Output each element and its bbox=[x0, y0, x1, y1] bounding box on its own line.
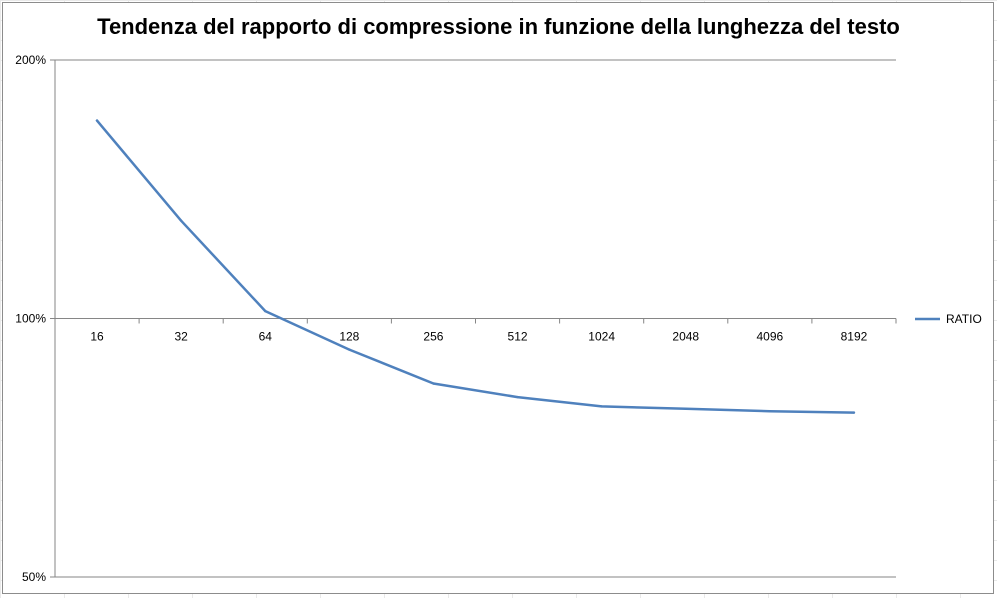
legend: RATIO bbox=[915, 312, 982, 326]
x-tick-label-32: 32 bbox=[174, 330, 188, 344]
data-point bbox=[264, 309, 267, 313]
chart-title: Tendenza del rapporto di compressione in… bbox=[97, 14, 900, 39]
x-tick-label-64: 64 bbox=[259, 330, 273, 344]
x-tick-label-256: 256 bbox=[423, 330, 443, 344]
axes: 50% 100% 200% 16 32 64 128 256 512 1024 2048 4096 81… bbox=[15, 53, 897, 584]
data-point bbox=[852, 411, 856, 414]
data-point bbox=[348, 348, 351, 351]
data-point bbox=[684, 407, 687, 410]
data-point bbox=[95, 119, 99, 122]
data-point bbox=[600, 405, 603, 408]
x-tick-label-1024: 1024 bbox=[588, 330, 615, 344]
x-tick-label-8192: 8192 bbox=[841, 330, 868, 344]
y-tick-label: 100% bbox=[15, 312, 46, 326]
x-tick-label-2048: 2048 bbox=[672, 330, 699, 344]
series-line-ratio bbox=[95, 119, 856, 414]
data-point bbox=[432, 382, 435, 385]
data-point bbox=[768, 409, 772, 413]
x-tick-label-128: 128 bbox=[339, 330, 359, 344]
x-tick-label-4096: 4096 bbox=[756, 330, 783, 344]
x-tick-label-512: 512 bbox=[508, 330, 528, 344]
data-point bbox=[179, 219, 183, 222]
legend-entry-ratio: RATIO bbox=[946, 312, 982, 326]
x-tick-label-16: 16 bbox=[90, 330, 104, 344]
y-tick-label: 200% bbox=[15, 53, 46, 67]
data-point bbox=[516, 395, 519, 399]
y-tick-label: 50% bbox=[22, 570, 46, 584]
series-layer bbox=[95, 119, 856, 414]
